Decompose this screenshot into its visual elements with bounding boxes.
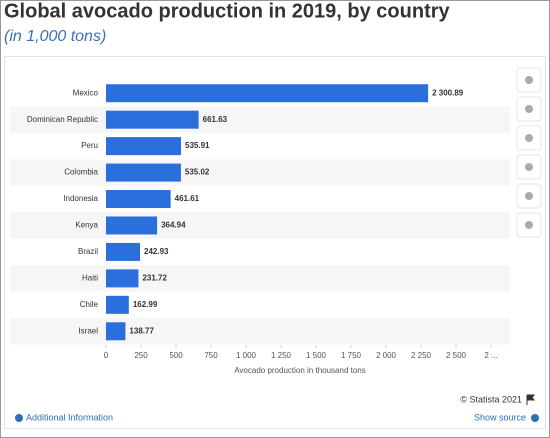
x-tick-label: 250 bbox=[134, 351, 148, 360]
bar bbox=[106, 137, 182, 156]
value-label: 661.63 bbox=[203, 115, 228, 124]
chart-subtitle: (in 1,000 tons) bbox=[4, 28, 106, 45]
x-tick-label: 2 500 bbox=[446, 351, 467, 360]
row-band bbox=[10, 318, 510, 345]
row-band bbox=[10, 212, 510, 239]
y-tick-label: Haiti bbox=[82, 273, 98, 282]
chart-title: Global avocado production in 2019, by co… bbox=[4, 0, 451, 22]
icon bbox=[525, 163, 533, 171]
value-label: 231.72 bbox=[142, 273, 167, 282]
y-tick-label: Kenya bbox=[75, 221, 98, 230]
value-label: 535.91 bbox=[185, 141, 210, 150]
x-tick-label: 500 bbox=[169, 351, 183, 360]
copyright: © Statista 2021 bbox=[460, 394, 522, 404]
x-axis-label: Avocado production in thousand tons bbox=[234, 366, 366, 375]
x-tick-label: 750 bbox=[204, 351, 218, 360]
y-tick-label: Israel bbox=[78, 326, 98, 335]
info-icon bbox=[15, 414, 23, 422]
row-band bbox=[10, 106, 510, 133]
y-tick-label: Colombia bbox=[64, 168, 98, 177]
x-tick-label: 2 ... bbox=[484, 351, 497, 360]
y-tick-label: Chile bbox=[80, 300, 99, 309]
value-label: 242.93 bbox=[144, 247, 169, 256]
x-tick-label: 2 250 bbox=[411, 351, 432, 360]
value-label: 461.61 bbox=[175, 194, 200, 203]
x-tick-label: 1 500 bbox=[306, 351, 327, 360]
x-tick-label: 1 000 bbox=[236, 351, 257, 360]
source-icon bbox=[531, 414, 539, 422]
icon bbox=[525, 134, 533, 142]
x-tick-label: 2 000 bbox=[376, 351, 397, 360]
icon bbox=[525, 105, 533, 113]
x-tick-label: 0 bbox=[104, 351, 109, 360]
y-tick-label: Mexico bbox=[73, 88, 99, 97]
sidebar bbox=[516, 67, 542, 238]
icon bbox=[525, 221, 533, 229]
bar bbox=[106, 242, 141, 261]
value-label: 138.77 bbox=[129, 326, 154, 335]
bar bbox=[106, 269, 139, 288]
bar bbox=[106, 295, 129, 314]
row-band bbox=[10, 159, 510, 186]
value-label: 535.02 bbox=[185, 168, 210, 177]
flag-icon bbox=[526, 394, 536, 405]
y-tick-label: Brazil bbox=[78, 247, 98, 256]
additional-info-link[interactable]: Additional Information bbox=[26, 412, 113, 422]
bar bbox=[106, 322, 126, 341]
x-tick-label: 1 250 bbox=[271, 351, 292, 360]
y-tick-label: Dominican Republic bbox=[27, 115, 98, 124]
show-source-link[interactable]: Show source bbox=[474, 412, 526, 422]
bar bbox=[106, 216, 158, 235]
icon bbox=[525, 192, 533, 200]
value-label: 2 300.89 bbox=[432, 88, 464, 97]
y-tick-label: Peru bbox=[81, 141, 98, 150]
bar bbox=[106, 84, 429, 103]
bar bbox=[106, 110, 199, 129]
x-tick-label: 1 750 bbox=[341, 351, 362, 360]
value-label: 162.99 bbox=[133, 300, 158, 309]
row-band bbox=[10, 265, 510, 292]
y-tick-label: Indonesia bbox=[63, 194, 98, 203]
value-label: 364.94 bbox=[161, 221, 186, 230]
bar bbox=[106, 163, 181, 182]
icon bbox=[525, 76, 533, 84]
bar bbox=[106, 190, 171, 209]
